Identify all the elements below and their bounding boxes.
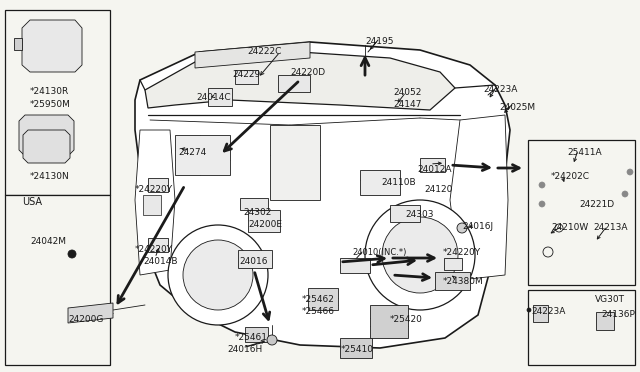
- Text: *25461: *25461: [235, 333, 268, 342]
- Polygon shape: [270, 125, 320, 200]
- Text: 24010(INC.*): 24010(INC.*): [352, 248, 406, 257]
- Text: *24202C: *24202C: [551, 172, 590, 181]
- Polygon shape: [533, 305, 548, 322]
- Polygon shape: [148, 178, 168, 192]
- Circle shape: [627, 169, 633, 175]
- Text: *24130R: *24130R: [30, 87, 69, 96]
- Text: 24120: 24120: [424, 185, 452, 194]
- Polygon shape: [340, 258, 370, 273]
- Text: USA: USA: [22, 197, 42, 207]
- Text: 24229: 24229: [232, 70, 260, 79]
- Bar: [5, 10, 110, 195]
- Circle shape: [267, 335, 277, 345]
- Circle shape: [382, 217, 458, 293]
- Text: 24014B: 24014B: [143, 257, 177, 266]
- Text: *25420: *25420: [390, 315, 423, 324]
- Text: 24222C: 24222C: [247, 47, 282, 56]
- Text: 24025M: 24025M: [499, 103, 535, 112]
- Polygon shape: [596, 312, 614, 330]
- Circle shape: [539, 201, 545, 207]
- Polygon shape: [245, 327, 268, 342]
- Polygon shape: [23, 130, 70, 163]
- Polygon shape: [238, 250, 272, 268]
- Text: 24221D: 24221D: [579, 200, 614, 209]
- Text: 24200E: 24200E: [248, 220, 282, 229]
- Circle shape: [365, 200, 475, 310]
- Polygon shape: [68, 303, 113, 323]
- Polygon shape: [444, 258, 462, 270]
- Polygon shape: [308, 288, 338, 310]
- Text: 24110B: 24110B: [381, 178, 415, 187]
- Text: 24016J: 24016J: [462, 222, 493, 231]
- Bar: [143, 195, 161, 215]
- Polygon shape: [135, 42, 510, 348]
- Text: 24200G: 24200G: [68, 315, 104, 324]
- Text: *24380M: *24380M: [443, 277, 484, 286]
- Text: 24012A: 24012A: [417, 165, 451, 174]
- Polygon shape: [22, 20, 82, 72]
- Text: 24223A: 24223A: [531, 307, 565, 316]
- Text: *25462: *25462: [302, 295, 335, 304]
- Polygon shape: [235, 70, 258, 84]
- Polygon shape: [435, 272, 470, 290]
- Polygon shape: [175, 135, 230, 175]
- Text: 24213A: 24213A: [593, 223, 627, 232]
- Polygon shape: [278, 75, 310, 92]
- Text: 24220D: 24220D: [290, 68, 325, 77]
- Circle shape: [168, 225, 268, 325]
- Text: 25411A: 25411A: [567, 148, 602, 157]
- Text: *25466: *25466: [302, 307, 335, 316]
- Circle shape: [68, 250, 76, 258]
- Circle shape: [183, 240, 253, 310]
- Circle shape: [622, 191, 628, 197]
- Bar: [528, 140, 635, 285]
- Text: 24274: 24274: [178, 148, 206, 157]
- Polygon shape: [135, 130, 175, 275]
- Polygon shape: [19, 115, 74, 156]
- Polygon shape: [145, 52, 455, 110]
- Polygon shape: [340, 338, 372, 358]
- Polygon shape: [240, 198, 268, 210]
- Text: 24016H: 24016H: [227, 345, 262, 354]
- Text: 24195: 24195: [365, 37, 394, 46]
- Text: 24016: 24016: [239, 257, 268, 266]
- Text: *24220Y: *24220Y: [135, 185, 173, 194]
- Text: VG30T: VG30T: [595, 295, 625, 304]
- Polygon shape: [148, 238, 168, 252]
- Polygon shape: [390, 205, 420, 222]
- Polygon shape: [420, 158, 445, 172]
- Bar: [5, 195, 110, 365]
- Polygon shape: [208, 88, 232, 106]
- Text: 24014C: 24014C: [196, 93, 230, 102]
- Text: 24042M: 24042M: [30, 237, 66, 246]
- Circle shape: [527, 308, 531, 312]
- Text: *24220Y: *24220Y: [443, 248, 481, 257]
- Text: *25410: *25410: [341, 345, 374, 354]
- Circle shape: [457, 223, 467, 233]
- Text: 24136P: 24136P: [601, 310, 635, 319]
- Text: 24147: 24147: [393, 100, 421, 109]
- Text: 24302: 24302: [243, 208, 271, 217]
- Polygon shape: [370, 305, 408, 338]
- Text: *24220Y: *24220Y: [135, 245, 173, 254]
- Text: *24130N: *24130N: [30, 172, 70, 181]
- Polygon shape: [248, 210, 280, 232]
- Text: 24303: 24303: [405, 210, 433, 219]
- Polygon shape: [195, 42, 310, 68]
- Bar: [528, 290, 635, 365]
- Circle shape: [539, 182, 545, 188]
- Polygon shape: [450, 115, 508, 280]
- Polygon shape: [14, 38, 22, 50]
- Polygon shape: [360, 170, 400, 195]
- Text: *25950M: *25950M: [30, 100, 71, 109]
- Text: 24210W: 24210W: [551, 223, 588, 232]
- Text: 24052: 24052: [393, 88, 421, 97]
- Text: 24223A: 24223A: [483, 85, 517, 94]
